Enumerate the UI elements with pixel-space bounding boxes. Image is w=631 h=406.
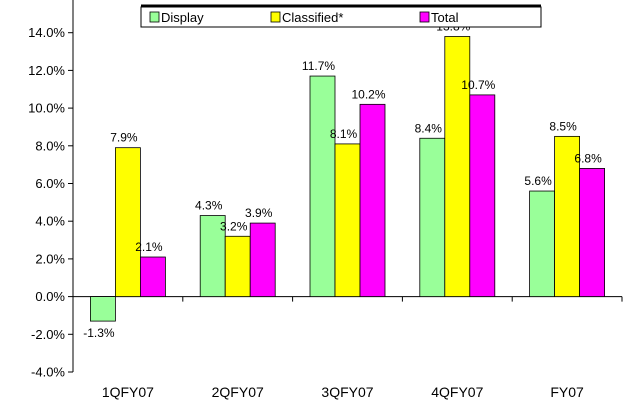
data-label: 8.4%	[415, 121, 443, 135]
data-label: 8.1%	[330, 127, 358, 141]
data-label: 8.5%	[549, 119, 577, 133]
x-tick-label: 1QFY07	[102, 384, 154, 400]
bar	[334, 143, 361, 297]
bar	[115, 147, 141, 297]
y-tick-label: 12.0%	[28, 63, 65, 78]
bar	[249, 222, 276, 298]
y-tick-label: 0.0%	[35, 289, 65, 304]
bar	[199, 215, 226, 297]
y-tick-label: 14.0%	[28, 25, 65, 40]
bar	[419, 137, 446, 297]
chart-bars	[90, 36, 605, 322]
data-label: -1.3%	[83, 326, 115, 340]
bar	[359, 103, 386, 298]
data-label: 2.1%	[135, 240, 163, 254]
data-label: 3.9%	[245, 206, 273, 220]
data-label: 6.8%	[574, 151, 602, 165]
bar	[444, 36, 471, 298]
y-tick-label: -4.0%	[31, 365, 65, 380]
x-tick-label: 3QFY07	[321, 384, 373, 400]
y-tick-label: 6.0%	[35, 176, 65, 191]
data-label: 7.9%	[110, 131, 138, 145]
data-label: 10.7%	[461, 78, 495, 92]
chart-legend: Display Classified* Total	[140, 4, 542, 28]
bar	[139, 256, 166, 298]
data-label: 4.3%	[195, 199, 223, 213]
data-label: 11.7%	[302, 59, 335, 73]
y-tick-label: 16.0%	[28, 0, 65, 3]
data-label: 5.6%	[524, 174, 552, 188]
legend-swatch	[419, 11, 430, 23]
bar	[579, 168, 605, 297]
bar	[224, 235, 251, 297]
chart-data-labels: -1.3% 7.9% 2.1% 4.3% 3.2%3.9% 11.7% 8.1% 10.2% 8…	[83, 19, 602, 340]
bar	[529, 190, 555, 297]
bar	[309, 75, 336, 297]
legend-label: Display	[161, 10, 204, 25]
x-tick-label: FY07	[550, 384, 584, 400]
bar	[90, 296, 116, 322]
legend-label: Total	[431, 10, 459, 25]
y-tick-label: -2.0%	[31, 327, 65, 342]
x-tick-label: 2QFY07	[212, 384, 264, 400]
x-tick-label: 4QFY07	[431, 384, 483, 400]
y-tick-label: 8.0%	[35, 138, 65, 153]
y-tick-label: 2.0%	[35, 251, 65, 266]
legend-swatch	[270, 11, 281, 23]
data-label: 3.2%	[220, 219, 248, 233]
y-tick-label: 10.0%	[28, 101, 65, 116]
y-tick-label: 4.0%	[35, 214, 65, 229]
legend-swatch	[149, 11, 160, 23]
bar	[469, 94, 496, 298]
data-label: 10.2%	[351, 87, 385, 101]
legend-label: Classified*	[282, 10, 343, 25]
